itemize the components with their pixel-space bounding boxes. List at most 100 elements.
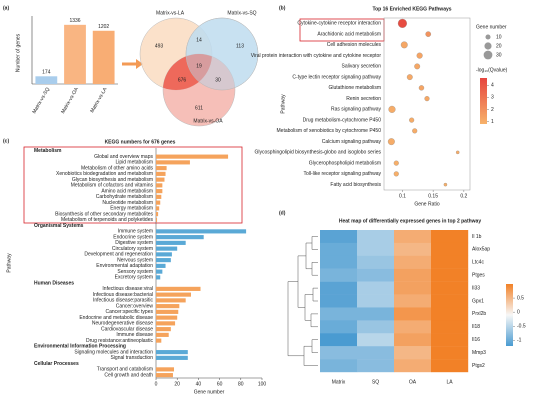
- heat-cell: [320, 294, 358, 308]
- bar: [156, 212, 159, 217]
- bubble: [400, 41, 408, 49]
- y-tick-label: Metabolism of cofactors and vitamins: [71, 183, 154, 189]
- bar: [156, 206, 160, 211]
- heat-cell: [431, 359, 469, 373]
- y-tick-label: Renin secretion: [346, 96, 381, 102]
- bubble: [418, 85, 425, 91]
- y-tick-label: Digestive system: [115, 240, 153, 246]
- y-tick-label: Excretory system: [115, 275, 153, 281]
- bubble: [425, 31, 432, 37]
- bar: [156, 327, 171, 332]
- bar: [156, 240, 186, 245]
- bar: [156, 350, 188, 355]
- y-tick-label: Environmental adaptation: [96, 263, 153, 269]
- heat-cell: [394, 294, 432, 308]
- row-label: Il16: [472, 337, 480, 343]
- y-axis-label: Pathway: [280, 94, 286, 114]
- heat-cell: [320, 346, 358, 360]
- group-header: Cellular Processes: [34, 361, 79, 367]
- colorbar-tick-label: 0: [517, 310, 520, 316]
- bar: [156, 194, 162, 199]
- venn-region-count: 113: [236, 43, 244, 49]
- colorbar-tick-label: -1: [517, 338, 522, 344]
- y-tick-label: Energy metabolism: [110, 206, 153, 212]
- y-tick-label: Development and regeneration: [84, 252, 153, 258]
- colorbar: [480, 78, 487, 124]
- bubble: [412, 128, 418, 134]
- bar: [156, 258, 171, 263]
- bar: [156, 160, 190, 165]
- y-tick-label: Cytokine-cytokine receptor interaction: [297, 21, 381, 27]
- column-label: LA: [446, 379, 453, 385]
- y-tick-label: Neurodegenerative disease: [92, 321, 153, 327]
- heat-cell: [357, 359, 395, 373]
- venn-region-count: 676: [178, 77, 187, 83]
- bar: [64, 24, 86, 84]
- y-axis-label: Pathway: [6, 253, 12, 273]
- y-tick-label: Cell adhesion molecules: [327, 42, 382, 48]
- x-tick-label: Matrix-vs-LA: [89, 86, 109, 114]
- colorbar-tick-label: 3: [491, 95, 494, 101]
- group-header: Environmental Information Processing: [34, 344, 126, 350]
- heat-cell: [394, 359, 432, 373]
- value-label: 1202: [98, 24, 109, 30]
- y-tick-label: Circulatory system: [112, 246, 153, 252]
- y-tick-label: Endocrine system: [113, 234, 153, 240]
- y-tick-label: Glutathione metabolism: [328, 85, 381, 91]
- heat-cell: [357, 268, 395, 282]
- heat-cell: [320, 333, 358, 347]
- column-label: SQ: [372, 379, 379, 385]
- column-label: Matrix: [332, 379, 346, 385]
- y-tick-label: Immune disease: [116, 332, 153, 338]
- bubble: [414, 63, 421, 70]
- heat-cell: [357, 281, 395, 295]
- heat-cell: [320, 307, 358, 321]
- bar: [156, 338, 162, 343]
- x-axis-label: Gene Ratio: [414, 201, 440, 207]
- x-tick-label: 0: [155, 381, 158, 387]
- bar: [156, 269, 163, 274]
- heat-cell: [320, 255, 358, 269]
- y-tick-label: Lipid metabolism: [115, 160, 153, 166]
- bar: [156, 229, 247, 234]
- bar: [156, 355, 188, 360]
- colorbar-title: -log₁₀(Qvalue): [476, 67, 508, 73]
- heat-cell: [394, 242, 432, 257]
- bubble: [397, 18, 407, 28]
- x-tick-label: 0.2: [460, 193, 467, 199]
- bar: [156, 252, 172, 257]
- heat-cell: [320, 268, 358, 282]
- row-label: Mmp3: [472, 350, 486, 356]
- bar: [156, 183, 163, 188]
- y-tick-label: Biosynthesis of other secondary metaboli…: [55, 211, 153, 217]
- y-tick-label: Metabolism of other amino acids: [81, 165, 153, 171]
- panel-label: (d): [279, 210, 286, 216]
- heat-cell: [357, 346, 395, 360]
- y-tick-label: Endocrine and metabolic disease: [79, 315, 153, 321]
- row-label: Il33: [472, 285, 480, 291]
- y-tick-label: Signal transduction: [110, 355, 153, 361]
- bar: [156, 292, 191, 297]
- bubble: [443, 182, 448, 187]
- row-label: Il18: [472, 324, 480, 330]
- x-tick-label: 20: [174, 381, 180, 387]
- y-tick-label: Viral protein interaction with cytokine …: [251, 53, 382, 59]
- y-tick-label: Fatty acid biosynthesis: [330, 182, 381, 188]
- arrow: [122, 59, 143, 69]
- bubble: [455, 150, 460, 155]
- bar: [156, 171, 166, 176]
- bar: [156, 154, 229, 159]
- bubble: [406, 74, 413, 81]
- y-tick-label: Sensory system: [117, 269, 153, 275]
- value-label: 1336: [69, 18, 80, 24]
- venn-region-count: 19: [196, 63, 202, 69]
- y-tick-label: Signaling molecules and interaction: [74, 349, 153, 355]
- heat-cell: [431, 294, 469, 308]
- venn-region-count: 611: [195, 105, 203, 111]
- heat-cell: [431, 268, 469, 282]
- y-tick-label: Metabolism of xenobiotics by cytochrome …: [277, 128, 382, 134]
- heat-cell: [357, 255, 395, 269]
- y-tick-label: Xenobiotics biodegradation and metabolis…: [56, 171, 153, 177]
- plot-frame: [383, 17, 471, 191]
